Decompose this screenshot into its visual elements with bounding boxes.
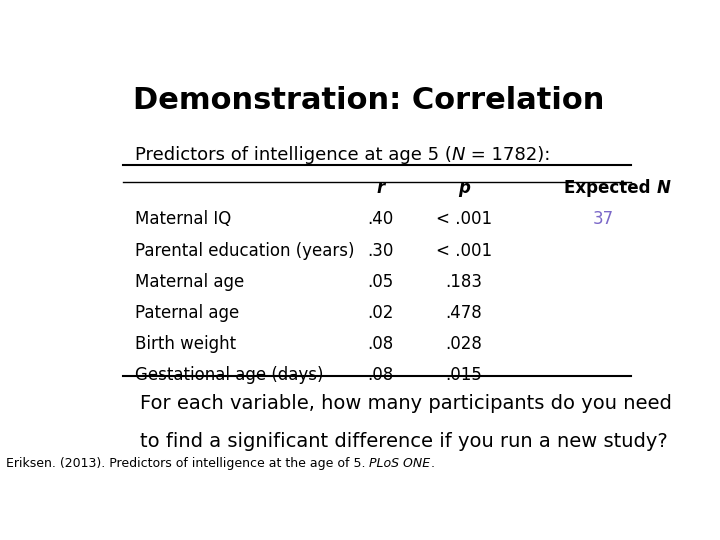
Text: p: p (458, 179, 469, 197)
Text: to find a significant difference if you run a new study?: to find a significant difference if you … (140, 432, 668, 451)
Text: .028: .028 (446, 335, 482, 353)
Text: N: N (657, 179, 670, 197)
Text: .183: .183 (446, 273, 482, 291)
Text: Expected: Expected (564, 179, 657, 197)
Text: r: r (376, 179, 384, 197)
Text: N: N (451, 146, 465, 164)
Text: .05: .05 (367, 273, 393, 291)
Text: Paternal age: Paternal age (135, 304, 239, 322)
Text: .08: .08 (367, 366, 393, 384)
Text: .30: .30 (367, 241, 393, 260)
Text: .40: .40 (367, 210, 393, 228)
Text: < .001: < .001 (436, 241, 492, 260)
Text: Gestational age (days): Gestational age (days) (135, 366, 323, 384)
Text: Eriksen. (2013). Predictors of intelligence at the age of 5.: Eriksen. (2013). Predictors of intellige… (6, 457, 369, 470)
Text: .478: .478 (446, 304, 482, 322)
Text: < .001: < .001 (436, 210, 492, 228)
Text: .: . (430, 457, 434, 470)
Text: Birth weight: Birth weight (135, 335, 235, 353)
Text: Parental education (years): Parental education (years) (135, 241, 354, 260)
Text: 37: 37 (593, 210, 614, 228)
Text: Maternal age: Maternal age (135, 273, 244, 291)
Text: .08: .08 (367, 335, 393, 353)
Text: .02: .02 (367, 304, 393, 322)
Text: PLoS ONE: PLoS ONE (369, 457, 430, 470)
Text: Predictors of intelligence at age 5 (: Predictors of intelligence at age 5 ( (135, 146, 451, 164)
Text: = 1782):: = 1782): (465, 146, 550, 164)
Text: Maternal IQ: Maternal IQ (135, 210, 231, 228)
Text: Demonstration: Correlation: Demonstration: Correlation (133, 85, 605, 114)
Text: .015: .015 (446, 366, 482, 384)
Text: For each variable, how many participants do you need: For each variable, how many participants… (140, 394, 672, 413)
